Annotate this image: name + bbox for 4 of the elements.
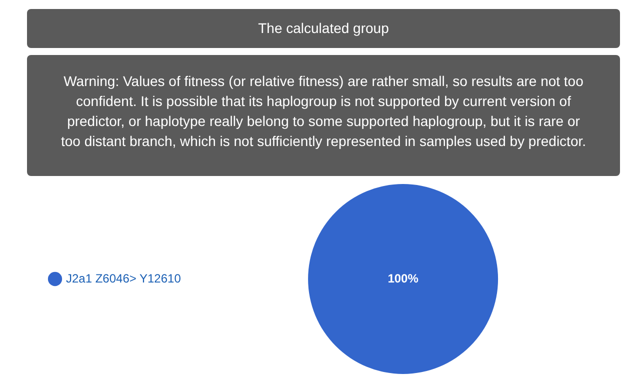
chart-title: The calculated group [27,9,620,48]
legend-label: J2a1 Z6046> Y12610 [66,271,182,286]
text: Warning: Values of fitness (or relative fitness) are rather small, so results are not too confident. It is possible that its haplogroup is not supported by current version of predictor, or haplotype really belong to some supported haplogroup, but it is rare or too distant branch, which is not sufficiently represented in samples used by predictor. [27,55,620,176]
data-label: 100% [388,271,419,286]
